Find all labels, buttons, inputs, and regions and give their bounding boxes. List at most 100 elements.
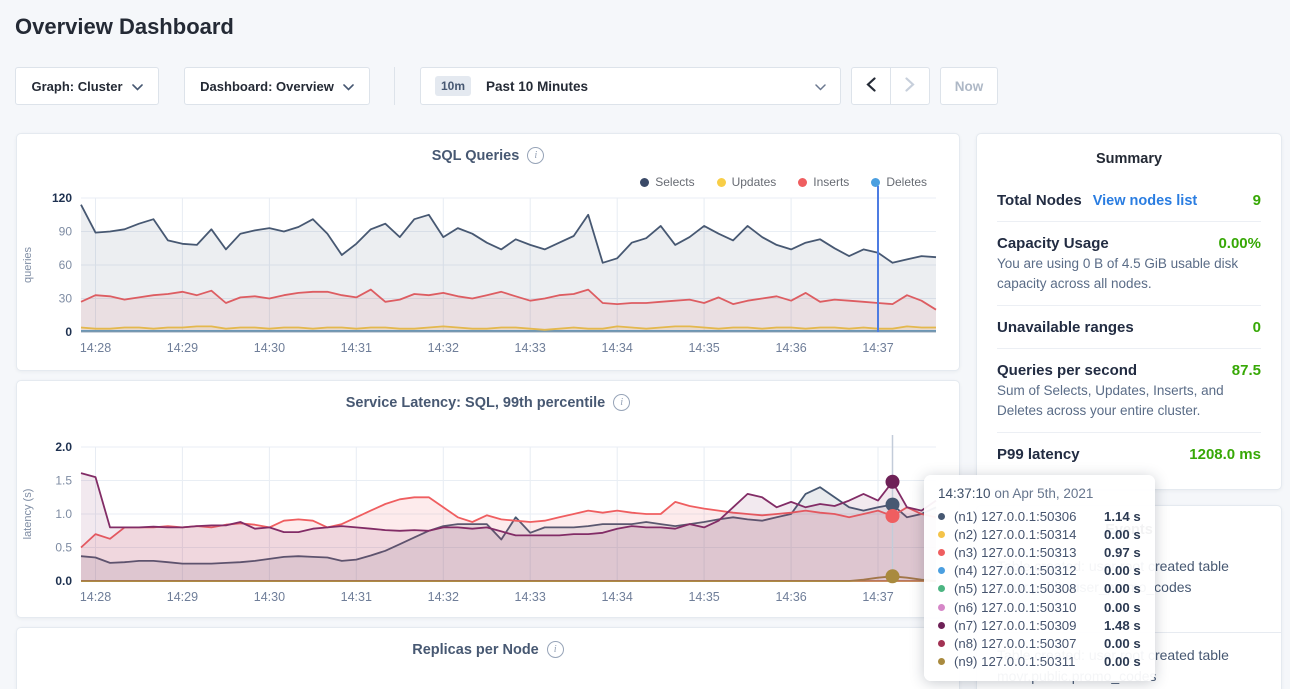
chevron-right-icon [905,77,915,95]
tooltip-node-row: (n4) 127.0.0.1:50312 0.00 s [938,562,1141,580]
time-range-picker[interactable]: 10m Past 10 Minutes [420,67,841,105]
tooltip-node-row: (n8) 127.0.0.1:50307 0.00 s [938,634,1141,652]
svg-text:14:28: 14:28 [80,341,111,355]
legend-dot-icon [871,177,881,187]
summary-panel: Summary Total Nodes View nodes list 9 Ca… [976,133,1282,490]
legend-dot-icon [716,177,726,187]
svg-text:1.5: 1.5 [55,474,72,488]
summary-row-total-nodes: Total Nodes View nodes list 9 [997,179,1261,222]
svg-text:14:33: 14:33 [515,590,546,604]
info-icon[interactable]: i [546,641,564,658]
time-range-label: Past 10 Minutes [486,78,589,94]
service-latency-title: Service Latency: SQL, 99th percentile [345,394,606,411]
replicas-per-node-card: Replicas per Node i [16,627,960,689]
tooltip-node-row: (n3) 127.0.0.1:50313 0.97 s [938,543,1141,561]
p99-latency-value: 1208.0 ms [1189,446,1261,464]
time-next-button[interactable] [890,67,930,105]
view-nodes-list-link[interactable]: View nodes list [1092,193,1198,209]
legend-item[interactable]: Inserts [798,175,849,189]
summary-row-qps: Queries per second 87.5 Sum of Selects, … [997,349,1261,434]
now-button-label: Now [954,78,984,94]
info-icon[interactable]: i [527,147,545,164]
svg-text:14:31: 14:31 [341,341,372,355]
total-nodes-value: 9 [1252,192,1261,209]
node-color-dot-icon [938,585,945,593]
page-title: Overview Dashboard [15,14,234,39]
service-latency-card: Service Latency: SQL, 99th percentile i … [16,380,960,618]
capacity-usage-value: 0.00% [1218,235,1261,252]
node-color-dot-icon [938,567,945,575]
node-color-dot-icon [938,658,945,666]
svg-text:14:35: 14:35 [688,590,719,604]
legend-item[interactable]: Updates [716,175,776,189]
info-icon[interactable]: i [613,394,631,411]
svg-text:14:33: 14:33 [515,341,546,355]
svg-text:latency (s): latency (s) [22,489,34,540]
dashboard-dropdown-label: Dashboard: Overview [200,78,334,94]
tooltip-node-row: (n1) 127.0.0.1:50306 1.14 s [938,507,1141,525]
svg-text:14:36: 14:36 [775,341,806,355]
controls-bar: Graph: Cluster Dashboard: Overview 10m P… [0,67,1290,106]
chevron-down-icon [815,79,826,94]
tooltip-node-row: (n5) 127.0.0.1:50308 0.00 s [938,580,1141,598]
svg-text:14:30: 14:30 [254,341,285,355]
svg-text:14:37: 14:37 [862,590,893,604]
svg-text:14:34: 14:34 [602,341,633,355]
svg-text:14:30: 14:30 [254,590,285,604]
svg-text:14:32: 14:32 [428,341,459,355]
svg-text:30: 30 [59,292,73,306]
capacity-usage-label: Capacity Usage [997,235,1109,252]
qps-label: Queries per second [997,362,1138,380]
legend-item[interactable]: Deletes [871,175,927,189]
sql-queries-card: SQL Queries i Selects Updates Inserts Delet… [16,133,960,371]
controls-divider [394,67,395,105]
qps-value: 87.5 [1231,362,1261,380]
p99-latency-label: P99 latency [997,446,1080,464]
time-prev-button[interactable] [851,67,891,105]
graph-dropdown-label: Graph: Cluster [31,78,123,94]
legend-item[interactable]: Selects [640,175,695,189]
chevron-left-icon [866,77,876,95]
chevron-down-icon [343,79,354,94]
svg-text:1.0: 1.0 [55,507,72,521]
svg-text:120: 120 [52,191,72,205]
time-range-badge: 10m [435,76,472,96]
tooltip-node-row: (n9) 127.0.0.1:50311 0.00 s [938,653,1141,671]
unavailable-ranges-label: Unavailable ranges [997,319,1134,337]
tooltip-timestamp: 14:37:10 on Apr 5th, 2021 [938,486,1094,501]
dashboard-dropdown[interactable]: Dashboard: Overview [184,67,370,105]
summary-row-capacity: Capacity Usage 0.00% You are using 0 B o… [997,222,1261,307]
svg-text:0.0: 0.0 [55,574,72,588]
service-latency-chart[interactable]: 14:28 14:29 14:30 14:31 14:32 14:33 14:34 14:35… [17,433,961,608]
node-color-dot-icon [938,548,945,556]
svg-text:14:28: 14:28 [80,590,111,604]
unavailable-ranges-value: 0 [1252,319,1261,337]
now-button[interactable]: Now [940,67,998,105]
summary-header: Summary [1095,151,1163,167]
svg-text:0: 0 [65,325,72,339]
svg-text:14:35: 14:35 [688,341,719,355]
tooltip-node-row: (n7) 127.0.0.1:50309 1.48 s [938,616,1141,634]
svg-text:14:37: 14:37 [862,341,893,355]
qps-description: Sum of Selects, Updates, Inserts, and De… [997,383,1224,418]
svg-text:14:36: 14:36 [775,590,806,604]
node-color-dot-icon [938,621,945,629]
sql-queries-title: SQL Queries [431,147,520,164]
svg-text:14:29: 14:29 [167,341,198,355]
tooltip-node-row: (n2) 127.0.0.1:50314 0.00 s [938,525,1141,543]
tooltip-rows: (n1) 127.0.0.1:50306 1.14 s (n2) 127.0.0.1… [938,507,1141,671]
node-color-dot-icon [938,512,945,520]
total-nodes-label: Total Nodes [997,192,1082,209]
chevron-down-icon [131,79,143,94]
svg-text:60: 60 [59,258,73,272]
sql-queries-chart[interactable]: 14:28 14:29 14:30 14:31 14:32 14:33 14:34 14:35… [17,184,961,359]
legend-dot-icon [640,177,650,187]
svg-text:14:34: 14:34 [602,590,633,604]
svg-text:14:32: 14:32 [428,590,459,604]
svg-text:14:29: 14:29 [167,590,198,604]
svg-text:0.5: 0.5 [55,541,72,555]
graph-dropdown[interactable]: Graph: Cluster [15,67,159,105]
svg-text:2.0: 2.0 [55,440,72,454]
node-color-dot-icon [938,603,945,611]
node-color-dot-icon [938,639,945,647]
